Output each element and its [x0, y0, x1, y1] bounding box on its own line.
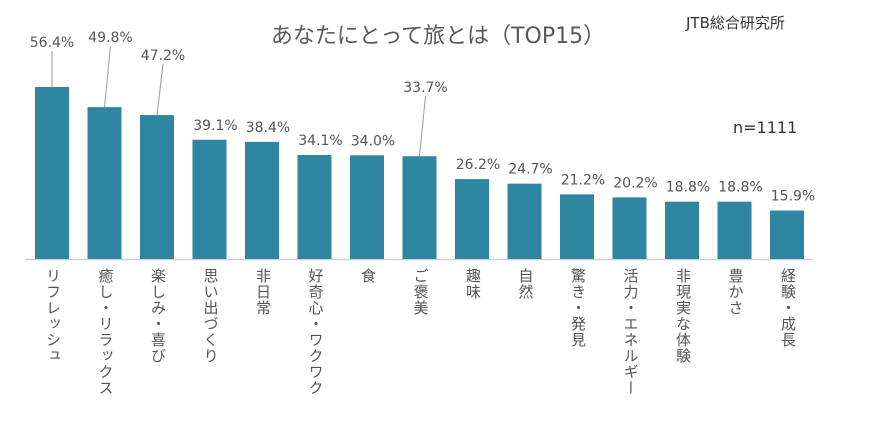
category-label: 思い出づくり [201, 268, 220, 364]
chart-title: あなたにとって旅とは（TOP15） [270, 24, 606, 49]
bar [507, 183, 542, 259]
data-label: 15.9% [771, 189, 815, 205]
category-label: リフレッシュ [44, 268, 62, 364]
data-label: 34.0% [351, 133, 395, 149]
data-label: 26.2% [456, 157, 500, 173]
data-label: 47.2% [141, 48, 185, 64]
bar [140, 115, 174, 260]
sample-size-label: n=1111 [733, 118, 798, 137]
data-label: 24.7% [508, 162, 552, 178]
category-label: 活力・エネルギー [621, 268, 640, 396]
bar [560, 194, 594, 259]
bar [402, 156, 437, 259]
bar [770, 210, 804, 259]
bar [717, 201, 752, 259]
bar [297, 155, 332, 259]
category-label: 趣味 [464, 268, 482, 300]
category-label: 経験・成長 [779, 268, 797, 348]
category-label: ご褒美 [411, 268, 430, 316]
bar [87, 107, 122, 260]
leader-line [419, 96, 426, 157]
data-label: 18.8% [718, 180, 762, 196]
bar [245, 141, 279, 259]
category-label: 好奇心・ワクワク [306, 268, 325, 396]
category-label: 癒し・リラックス [96, 268, 115, 396]
data-label: 33.7% [403, 80, 447, 96]
category-label: 楽しみ・喜び [149, 268, 167, 364]
data-label: 38.4% [246, 120, 290, 136]
category-label: 自然 [516, 268, 535, 300]
data-label: 34.1% [298, 133, 342, 149]
bar [665, 201, 699, 259]
data-label: 18.8% [666, 180, 710, 196]
bar [455, 179, 489, 259]
bar [192, 139, 227, 259]
source-label: JTB総合研究所 [686, 14, 785, 32]
category-label: 豊かさ [726, 268, 745, 316]
data-label: 20.2% [613, 175, 657, 191]
data-label: 21.2% [561, 172, 605, 188]
category-label: 驚き・発見 [569, 268, 587, 348]
leader-line [104, 46, 111, 108]
bar [35, 87, 69, 259]
data-label: 56.4% [30, 35, 74, 51]
bar [612, 197, 647, 259]
bar [350, 155, 384, 259]
category-label: 食 [359, 268, 377, 284]
data-label: 39.1% [193, 118, 237, 134]
data-label: 49.8% [88, 30, 132, 46]
leader-line [156, 63, 164, 116]
category-label: 非現実な体験 [674, 268, 692, 364]
category-label: 非日常 [254, 268, 272, 316]
